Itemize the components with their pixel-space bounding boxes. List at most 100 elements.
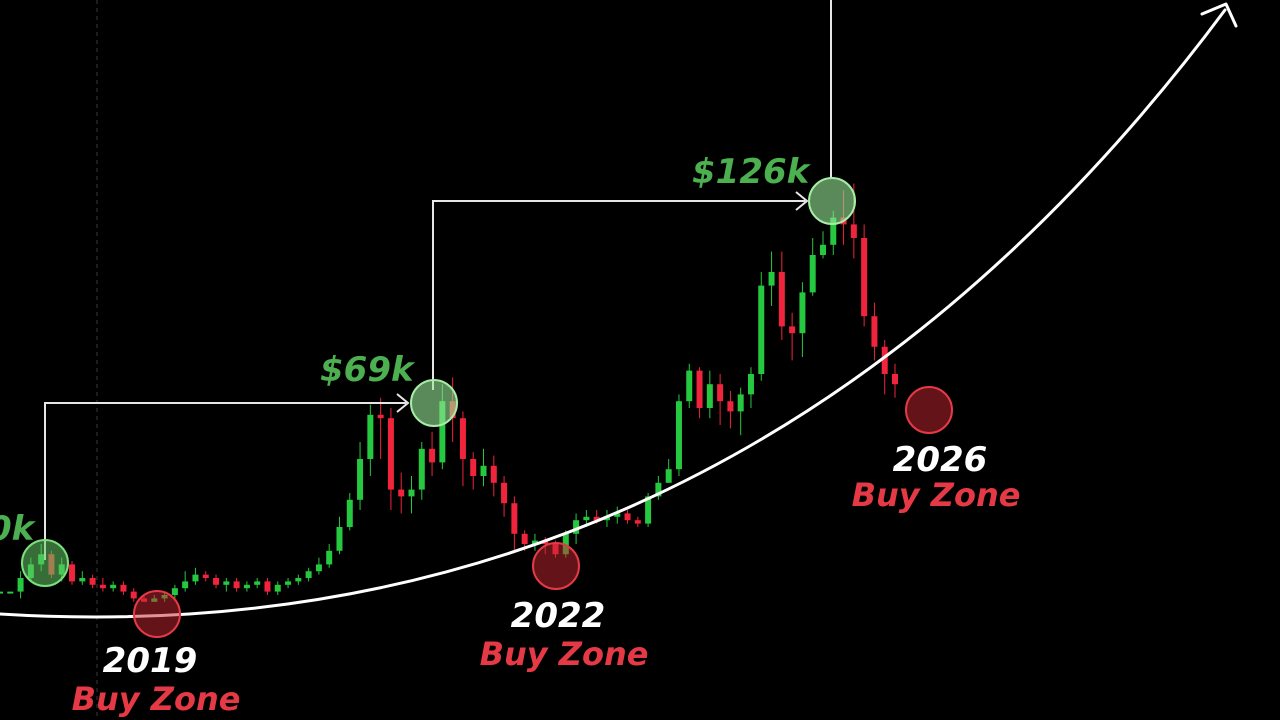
candle-body (531, 540, 538, 544)
candle-body (408, 489, 415, 497)
candle-body (758, 285, 765, 374)
candle-body (799, 292, 806, 334)
candle-body (398, 489, 405, 497)
candle-body (182, 581, 189, 589)
candle-body (881, 346, 888, 374)
candle-body (655, 482, 662, 497)
candle-body (871, 316, 878, 347)
peak-connector-1 (44, 402, 406, 560)
candle-body (624, 513, 631, 521)
peak-label-3: $126k (692, 152, 812, 192)
candle-body (99, 584, 106, 589)
peak-connector-2 (432, 200, 805, 390)
candle-body (634, 520, 641, 524)
buy-zone-label-2019: Buy Zone (72, 680, 241, 718)
year-label-2022: 2022 (511, 596, 606, 636)
trend-curve (0, 8, 1227, 619)
candle-body (264, 581, 271, 592)
candle-body (675, 401, 682, 470)
candle-body (645, 496, 652, 524)
year-label-2019: 2019 (103, 641, 198, 681)
candle-body (130, 591, 137, 599)
candle-body (79, 578, 86, 582)
candle-body (480, 465, 487, 476)
candle-body (819, 244, 826, 255)
buy-zone-label-2026: Buy Zone (852, 476, 1021, 514)
candle-body (387, 418, 394, 490)
candle-body (326, 550, 333, 565)
candle-body (809, 255, 816, 293)
candle-body (285, 581, 292, 585)
candle-body (521, 533, 528, 544)
candle-body (778, 272, 785, 327)
candle-body (192, 574, 199, 582)
candle-body (233, 581, 240, 589)
candle-body (254, 581, 261, 585)
candle-body (706, 384, 713, 408)
candle-body (315, 564, 322, 572)
candle-body (213, 578, 220, 585)
candle-body (501, 482, 508, 504)
buy-zone-marker-2019 (133, 590, 181, 638)
candle-body (470, 459, 477, 476)
buy-zone-label-2022: Buy Zone (480, 635, 649, 673)
candle-body (614, 513, 621, 517)
peak-marker-1 (21, 539, 69, 587)
candle-body (243, 584, 250, 589)
peak-marker-3 (808, 177, 856, 225)
candle-body (861, 238, 868, 317)
candle-body (737, 394, 744, 412)
peak-label-2: $69k (320, 350, 416, 390)
candle-body (110, 584, 117, 589)
candle-body (377, 414, 384, 419)
candle-body (346, 499, 353, 527)
buy-zone-marker-2022 (532, 542, 580, 590)
candle-body (490, 465, 497, 483)
candle-body (511, 503, 518, 534)
candle-body (202, 574, 209, 578)
candle-body (171, 588, 178, 595)
candle-body (768, 272, 775, 286)
candle-body (367, 414, 374, 459)
candle-body (418, 448, 425, 490)
candle-body (686, 370, 693, 402)
candles-group (0, 183, 898, 602)
candle-body (439, 401, 446, 463)
connector-arrow-head-icon (396, 393, 410, 413)
candle-body (573, 520, 580, 534)
candle-body (727, 401, 734, 412)
candle-body (593, 516, 600, 521)
candle-body (850, 224, 857, 238)
candle-body (120, 584, 127, 592)
buy-zone-marker-2026 (905, 386, 953, 434)
candle-body (789, 326, 796, 334)
candle-body (696, 370, 703, 408)
year-label-2026: 2026 (893, 440, 988, 480)
candle-body (357, 459, 364, 500)
candle-body (747, 374, 754, 395)
candle-body (665, 469, 672, 483)
trend-arrow-head-icon (1200, 2, 1238, 28)
candle-body (223, 581, 230, 585)
candle-body (295, 578, 302, 582)
candle-body (0, 591, 3, 594)
candle-body (459, 418, 466, 459)
candle-body (274, 584, 281, 592)
candle-body (892, 374, 898, 385)
candle-body (717, 384, 724, 402)
candle-body (830, 217, 837, 245)
candle-body (89, 578, 96, 585)
peak-label-1: 0k (0, 509, 37, 549)
candle-body (7, 591, 14, 594)
candle-body (336, 527, 343, 551)
candle-body (429, 448, 436, 463)
candle-body (69, 564, 76, 582)
connector-arrow-head-icon (795, 191, 809, 211)
candle-body (562, 533, 569, 555)
peak-marker-2 (410, 379, 458, 427)
candle-body (17, 578, 24, 592)
candle-body (603, 516, 610, 521)
candle-body (305, 571, 312, 578)
candle-body (583, 516, 590, 521)
